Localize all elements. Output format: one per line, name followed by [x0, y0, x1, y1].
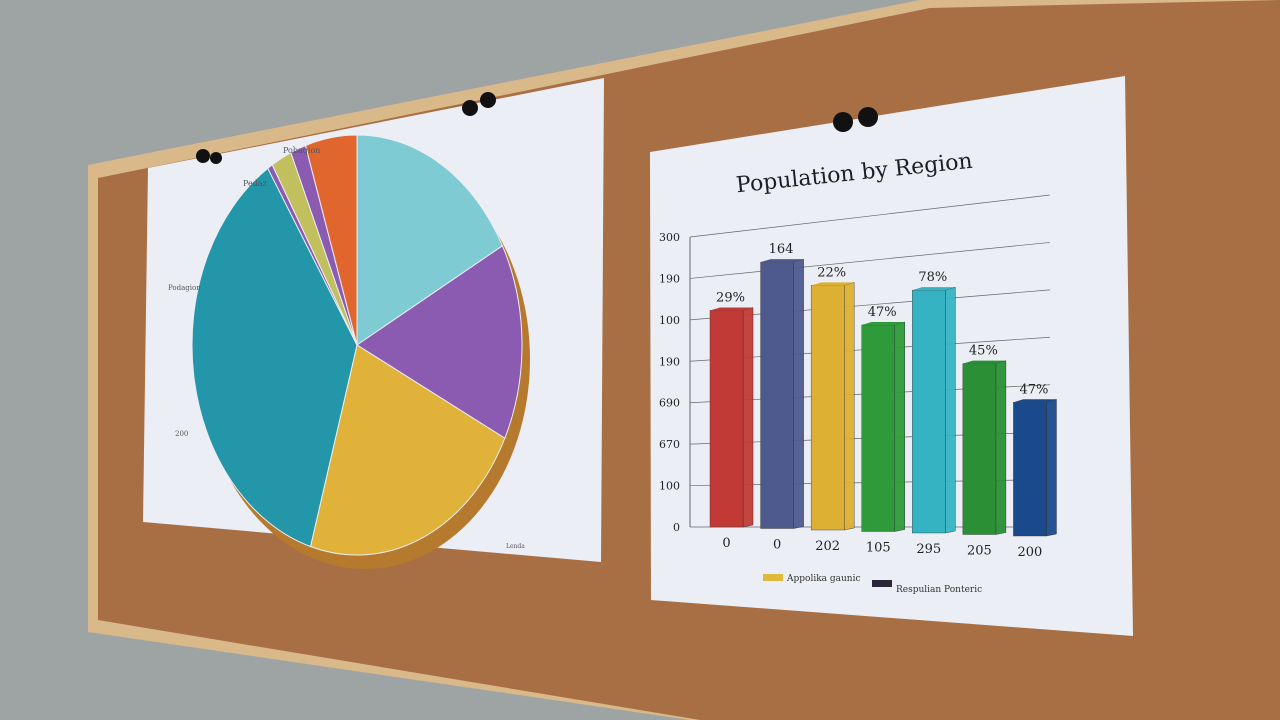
- y-tick-label: 100: [659, 480, 680, 493]
- pie-chart: [191, 134, 530, 569]
- data-label: 78%: [918, 270, 947, 285]
- pie-slice: [356, 134, 504, 346]
- pie-label: Lenda: [506, 543, 525, 550]
- data-label: 29%: [716, 290, 745, 305]
- y-tick-label: 100: [659, 314, 680, 327]
- bar-side: [793, 258, 804, 529]
- pie-slice: [304, 134, 358, 346]
- pushpin-icon: [196, 149, 222, 164]
- gridline: [689, 242, 1051, 279]
- x-tick-label: 105: [866, 541, 891, 556]
- x-tick-label: 295: [916, 542, 941, 557]
- bar-side: [995, 360, 1007, 535]
- data-label: 45%: [969, 344, 998, 359]
- data-label: 22%: [817, 265, 846, 280]
- pushpin-icon: [833, 107, 878, 132]
- bar-side: [945, 286, 956, 534]
- y-tick-label: 670: [659, 438, 680, 451]
- bar-top: [710, 307, 754, 311]
- bar-top: [1013, 399, 1057, 403]
- legend: Appolika gaunic Respulian Ponteric: [763, 574, 982, 595]
- bar: [861, 324, 895, 532]
- bar: [962, 363, 997, 535]
- bar: [760, 261, 794, 529]
- x-tick-label: 202: [815, 539, 840, 554]
- bar-top: [962, 360, 1006, 364]
- bar: [912, 289, 946, 534]
- data-label: 47%: [868, 305, 897, 320]
- legend-label: Respulian Ponteric: [896, 585, 982, 595]
- bar-top: [912, 287, 956, 291]
- y-tick-label: 0: [673, 521, 680, 534]
- data-label: 164: [769, 242, 794, 257]
- bar-side: [742, 307, 754, 528]
- data-label: 47%: [1019, 382, 1048, 397]
- x-tick-label: 200: [1018, 545, 1043, 560]
- y-tick-label: 690: [659, 397, 680, 410]
- pie-label: Podagion: [168, 284, 201, 292]
- x-tick-label: 205: [967, 544, 992, 559]
- bar: [1013, 402, 1047, 537]
- y-tick-label: 190: [659, 272, 680, 285]
- pie-slice: [191, 167, 358, 548]
- bar: [709, 310, 744, 528]
- bar-top: [811, 282, 855, 286]
- bar-top: [861, 321, 905, 325]
- pie-label: Pedaz: [243, 179, 267, 188]
- legend-swatch: [872, 580, 892, 587]
- bar-chart: 0 100 670 690 190 100 190 300 29% 0 164 0 22% 202 47% 1…: [659, 194, 1057, 560]
- x-tick-label: 0: [773, 538, 781, 553]
- pie-label: 200: [175, 430, 188, 438]
- legend-label: Appolika gaunic: [786, 574, 861, 584]
- x-tick-label: 0: [722, 536, 730, 551]
- pie-slice: [309, 344, 506, 556]
- bar-top: [760, 259, 804, 263]
- y-tick-label: 300: [659, 231, 680, 244]
- gridline: [689, 194, 1051, 238]
- y-tick-label: 190: [659, 355, 680, 368]
- bar: [810, 285, 845, 531]
- bar-side: [843, 282, 855, 531]
- bar-side: [894, 321, 905, 532]
- bar-side: [1046, 399, 1057, 537]
- pie-slice: [356, 245, 523, 440]
- pie-label: Pobaqion: [283, 146, 320, 155]
- legend-swatch: [763, 574, 783, 581]
- pushpin-icon: [462, 92, 496, 116]
